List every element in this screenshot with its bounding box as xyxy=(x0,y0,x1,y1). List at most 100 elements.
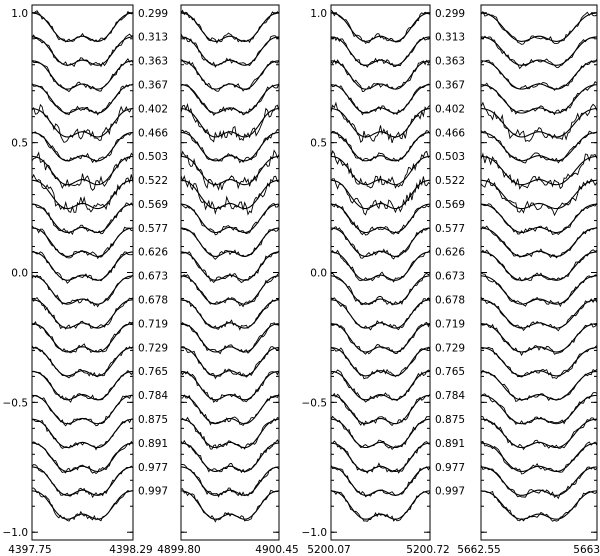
x-max-label: 5663.31 xyxy=(573,544,600,556)
phase-label: 0.466 xyxy=(435,127,465,139)
phase-label: 0.503 xyxy=(138,151,168,163)
observed-profile-9 xyxy=(31,202,134,236)
model-profile-5 xyxy=(480,108,598,138)
x-min-label: 5200.07 xyxy=(307,544,350,556)
observed-profile-7 xyxy=(480,152,598,190)
model-profile-1 xyxy=(31,12,134,42)
phase-label: 0.765 xyxy=(138,366,168,378)
observed-profile-14 xyxy=(180,322,280,355)
observed-profile-18 xyxy=(480,416,598,451)
phase-label: 0.626 xyxy=(138,247,168,259)
y-tick-label: 0.5 xyxy=(11,138,28,150)
x-max-label: 4900.45 xyxy=(255,544,298,556)
observed-profile-12 xyxy=(31,274,134,308)
observed-profile-9 xyxy=(180,202,280,236)
observed-profile-6 xyxy=(330,129,431,162)
model-profile-17 xyxy=(31,394,134,425)
phase-label: 0.402 xyxy=(435,103,465,115)
phase-label: 0.503 xyxy=(435,151,465,163)
observed-profile-19 xyxy=(480,440,598,475)
observed-profile-18 xyxy=(180,416,280,450)
model-profile-4 xyxy=(480,84,598,114)
observed-profile-20 xyxy=(31,464,134,499)
observed-profile-21 xyxy=(31,487,133,522)
model-profile-17 xyxy=(330,394,431,425)
observed-profile-8 xyxy=(330,176,431,216)
phase-label: 0.678 xyxy=(435,295,465,307)
observed-profile-13 xyxy=(180,297,280,331)
model-profile-10 xyxy=(180,227,280,257)
observed-profile-8 xyxy=(480,177,598,217)
observed-profile-12 xyxy=(330,272,431,306)
phase-label: 0.719 xyxy=(435,318,465,330)
model-profile-20 xyxy=(480,466,598,496)
observed-profile-13 xyxy=(31,296,134,330)
model-profile-1 xyxy=(480,12,598,42)
observed-profile-12 xyxy=(480,272,597,308)
phase-label: 0.729 xyxy=(138,342,168,354)
observed-profile-10 xyxy=(31,225,134,260)
model-profile-11 xyxy=(330,251,431,281)
model-profile-15 xyxy=(330,346,431,377)
phase-label: 0.569 xyxy=(435,199,465,211)
observed-profile-14 xyxy=(330,321,431,355)
observed-profile-10 xyxy=(330,226,431,260)
observed-profile-4 xyxy=(330,83,431,116)
y-tick-label: 1.0 xyxy=(11,8,28,20)
model-profile-11 xyxy=(180,251,280,281)
model-profile-7 xyxy=(180,155,280,186)
observed-profile-3 xyxy=(480,58,598,91)
observed-profile-2 xyxy=(180,33,280,68)
observed-profile-14 xyxy=(31,321,134,354)
model-profile-20 xyxy=(180,466,280,496)
phase-label: 0.367 xyxy=(435,79,465,91)
y-tick-label: 1.0 xyxy=(310,8,327,20)
observed-profile-20 xyxy=(330,464,431,498)
phase-label: 0.673 xyxy=(138,271,168,283)
model-profile-12 xyxy=(330,275,431,305)
phase-label: 0.522 xyxy=(435,175,465,187)
panel-2: 4899.80 4900.45 xyxy=(157,4,299,556)
model-profile-14 xyxy=(480,323,598,353)
y-tick-label: 0.5 xyxy=(310,138,327,150)
model-profile-19 xyxy=(480,442,598,472)
panel-frame xyxy=(180,4,280,541)
model-profile-4 xyxy=(31,84,134,114)
model-profile-6 xyxy=(480,131,598,162)
observed-profile-18 xyxy=(32,418,134,451)
observed-profile-11 xyxy=(31,250,134,284)
observed-profile-3 xyxy=(31,57,134,93)
observed-profile-3 xyxy=(330,59,431,92)
observed-profile-14 xyxy=(480,322,598,357)
observed-profile-16 xyxy=(480,368,598,402)
phase-label: 0.626 xyxy=(435,247,465,259)
x-max-label: 4398.29 xyxy=(109,544,152,556)
model-profile-18 xyxy=(180,418,280,449)
model-profile-6 xyxy=(180,131,280,162)
model-profile-16 xyxy=(330,370,431,401)
observed-profile-16 xyxy=(31,369,134,403)
model-profile-7 xyxy=(480,155,598,186)
model-profile-19 xyxy=(180,442,280,472)
model-profile-9 xyxy=(180,203,280,234)
observed-profile-20 xyxy=(180,464,280,498)
panel-frame xyxy=(480,4,598,541)
panel-3: 1.0 0.5 0.0 −0.5 −1.0 5200.07 5200.72 0.299 0.31… xyxy=(302,4,465,556)
observed-profile-5 xyxy=(480,101,598,142)
model-profile-3 xyxy=(180,60,280,90)
observed-profile-6 xyxy=(480,130,598,164)
observed-profile-7 xyxy=(330,149,431,189)
observed-profile-17 xyxy=(31,394,134,427)
phase-label: 0.363 xyxy=(138,56,168,68)
phase-label: 0.729 xyxy=(435,342,465,354)
model-profile-2 xyxy=(31,36,134,66)
model-profile-14 xyxy=(330,323,431,353)
observed-profile-9 xyxy=(480,202,598,235)
observed-profile-6 xyxy=(180,128,280,164)
observed-profile-2 xyxy=(480,35,598,70)
x-max-label: 5200.72 xyxy=(406,544,449,556)
observed-profile-19 xyxy=(31,440,134,475)
phase-label: 0.784 xyxy=(435,390,465,402)
model-profile-3 xyxy=(31,60,134,90)
phase-label: 0.977 xyxy=(138,462,168,474)
